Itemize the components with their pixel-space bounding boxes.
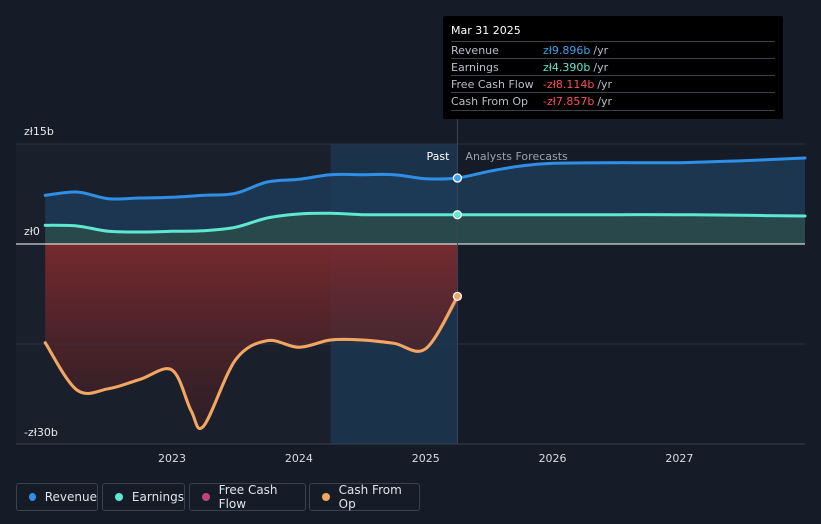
revenue-line: [43, 156, 807, 201]
y-tick-label: -zł30b: [24, 426, 58, 439]
tooltip-unit: /yr: [593, 44, 609, 57]
legend-label: Earnings: [131, 490, 184, 504]
earnings-area: [45, 213, 806, 244]
tooltip-row-earnings: Earnings zł4.390b/yr: [451, 58, 775, 76]
past-label: Past: [426, 150, 450, 163]
cash-area: [45, 244, 458, 429]
y-tick-label: zł0: [24, 225, 40, 238]
tooltip-label: Earnings: [451, 61, 499, 74]
tooltip-value: -zł7.857b: [543, 95, 595, 108]
legend-dot-icon: [202, 493, 210, 501]
legend-label: Cash From Op: [338, 483, 402, 511]
financials-chart: zł15b zł0 -zł30b 2023 2024 2025 2026 2027 Past An…: [16, 16, 807, 465]
x-tick-label: 2025: [412, 452, 440, 465]
legend-label: Revenue: [44, 490, 97, 504]
legend-dot-icon: [29, 493, 36, 501]
x-tick-label: 2024: [285, 452, 313, 465]
tooltip-label: Cash From Op: [451, 95, 529, 108]
x-tick-label: 2026: [539, 452, 567, 465]
legend-item-free-cash-flow[interactable]: Free Cash Flow: [189, 483, 306, 511]
earnings-line: [43, 211, 807, 234]
legend-item-earnings[interactable]: Earnings: [102, 483, 185, 511]
tooltip-date: Mar 31 2025: [451, 24, 521, 37]
x-tick-label: 2027: [665, 452, 693, 465]
tooltip-value: -zł8.114b: [543, 78, 595, 91]
tooltip-unit: /yr: [597, 95, 613, 108]
legend-item-revenue[interactable]: Revenue: [16, 483, 98, 511]
tooltip: Mar 31 2025 Revenue zł9.896b/yr Earnings…: [443, 16, 783, 119]
legend-label: Free Cash Flow: [218, 483, 278, 511]
tooltip-label: Free Cash Flow: [451, 78, 534, 91]
tooltip-row-cash-from-op: Cash From Op -zł7.857b/yr: [451, 92, 775, 111]
tooltip-row-revenue: Revenue zł9.896b/yr: [451, 41, 775, 59]
tooltip-unit: /yr: [597, 78, 613, 91]
earnings-marker: [452, 210, 463, 220]
legend-item-cash-from-op[interactable]: Cash From Op: [309, 483, 420, 511]
cash-from-op-marker: [452, 291, 463, 302]
x-tick-label: 2023: [158, 452, 186, 465]
tooltip-label: Revenue: [451, 44, 499, 57]
tooltip-row-free-cash-flow: Free Cash Flow -zł8.114b/yr: [451, 75, 775, 93]
tooltip-value: zł9.896b: [543, 44, 591, 57]
revenue-marker: [452, 173, 463, 183]
forecast-label: Analysts Forecasts: [465, 150, 568, 163]
cash-from-op-line: [43, 294, 459, 430]
legend-dot-icon: [115, 493, 123, 501]
y-tick-label: zł15b: [24, 125, 54, 138]
legend-dot-icon: [322, 493, 330, 501]
tooltip-value: zł4.390b: [543, 61, 591, 74]
tooltip-unit: /yr: [593, 61, 609, 74]
